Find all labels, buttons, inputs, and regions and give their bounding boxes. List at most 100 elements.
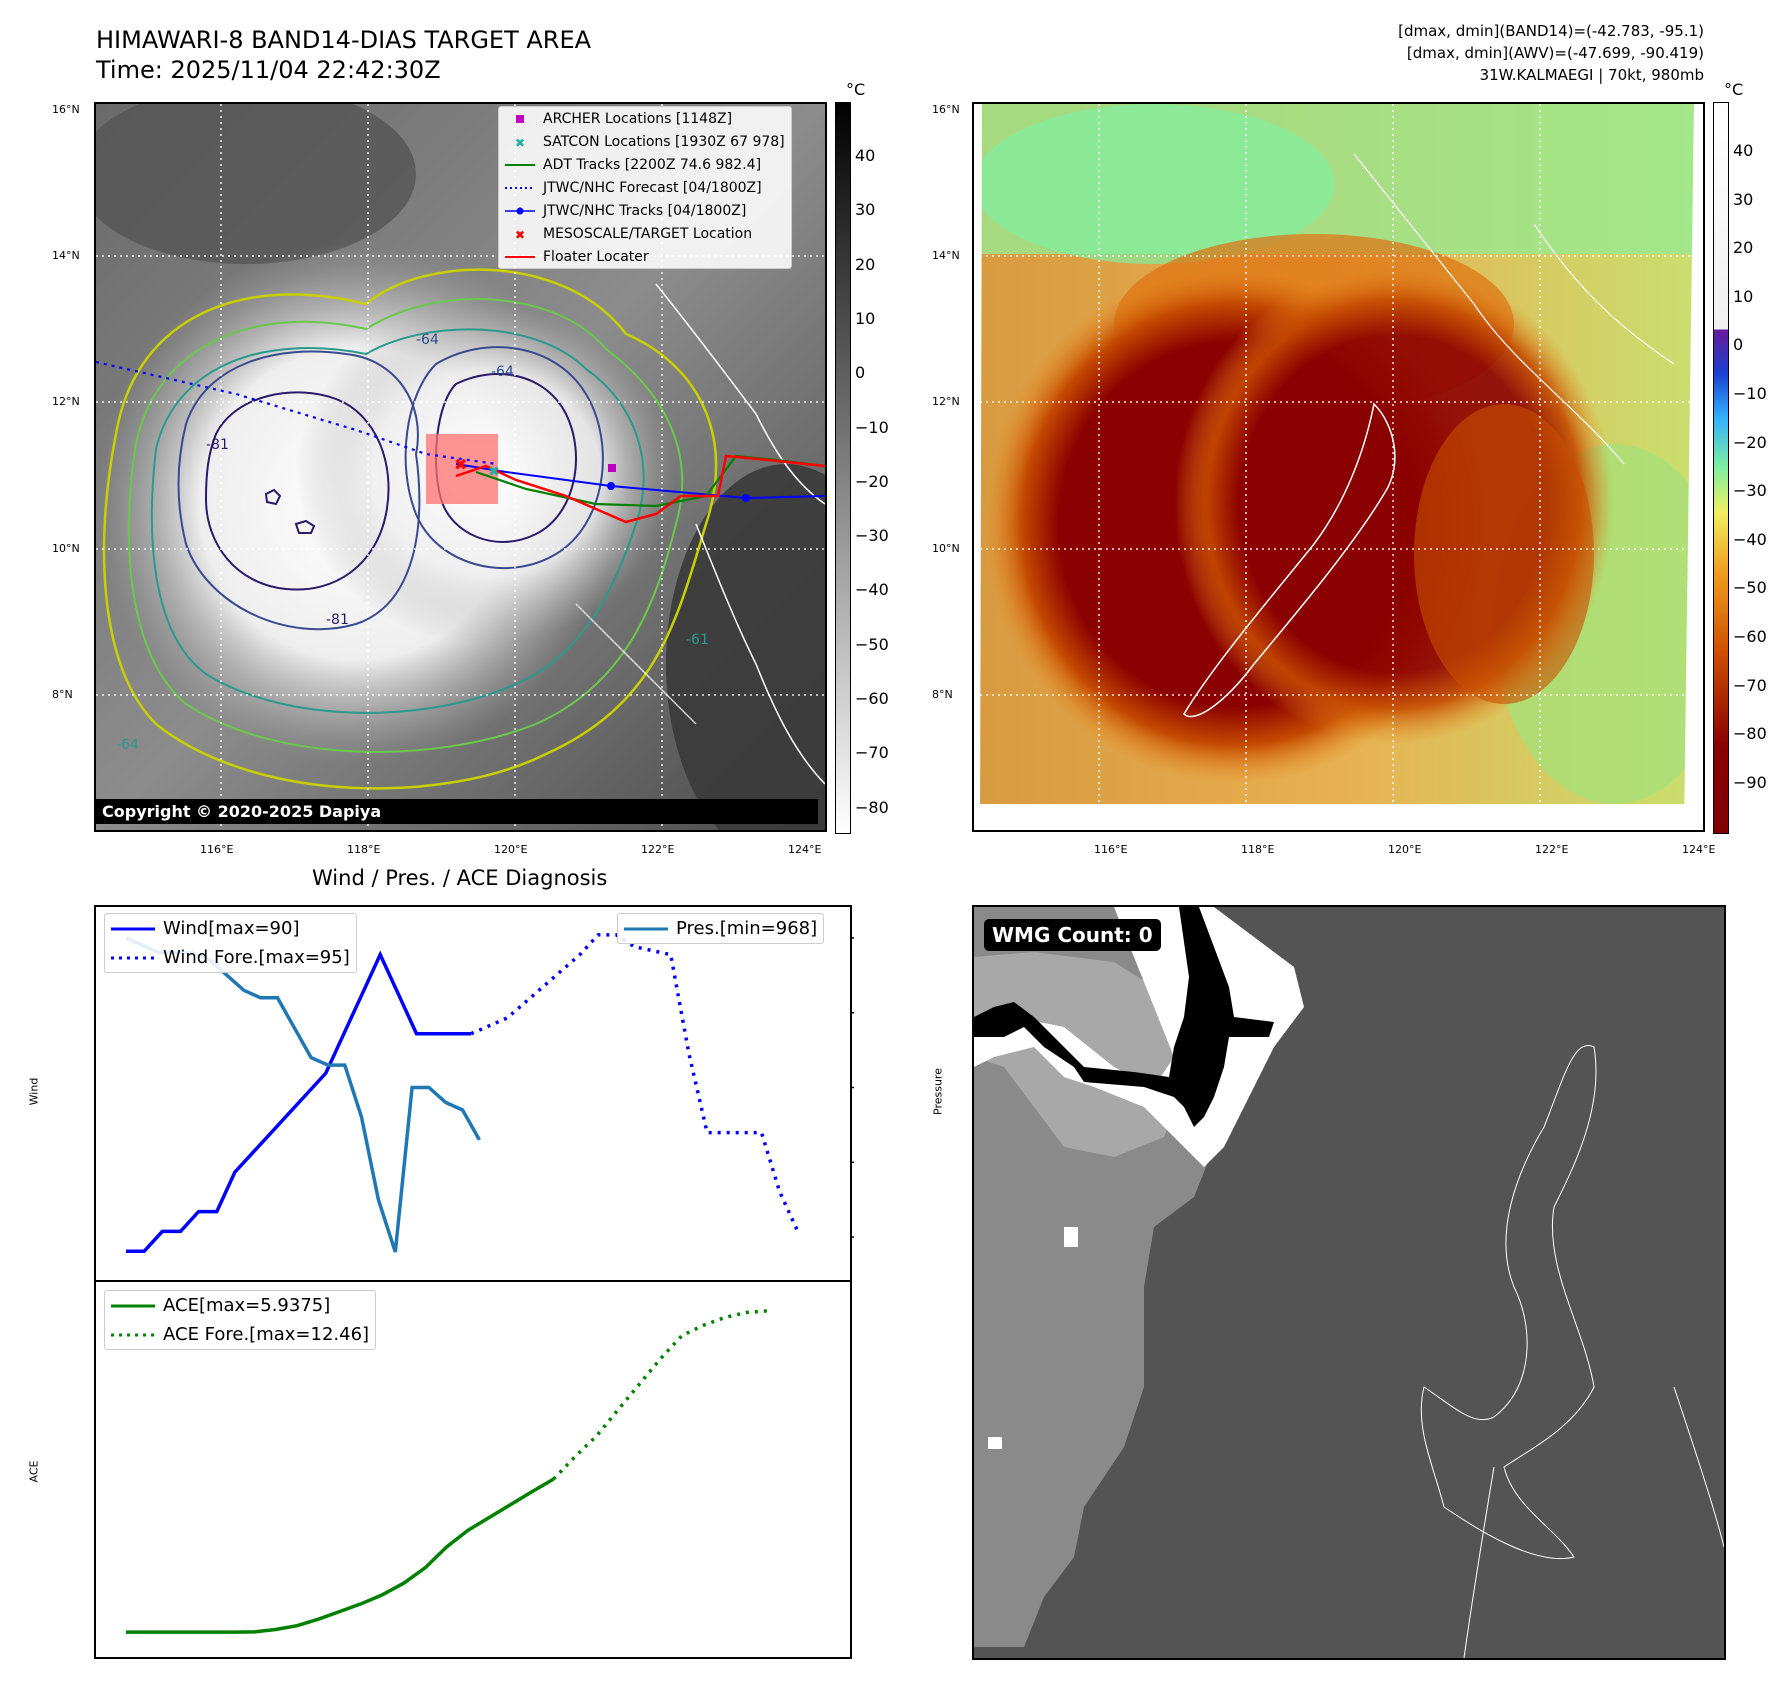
- dmax-dmin-band14: [dmax, dmin](BAND14)=(-42.783, -95.1): [1398, 22, 1704, 40]
- contour-label: -64: [416, 332, 439, 348]
- lon-label: 122°E: [641, 843, 675, 856]
- colorbar-left-unit: °C: [846, 80, 866, 99]
- lat-label: 8°N: [932, 688, 953, 701]
- awv-map-panel: [972, 102, 1705, 832]
- colorbar-left-tick: −80: [855, 797, 889, 817]
- archer-location: [608, 464, 616, 472]
- colorbar-right-tick: −90: [1733, 772, 1767, 792]
- awv-map-image: [974, 104, 1703, 830]
- contour-label: -81: [326, 612, 349, 628]
- legend-floater: Floater Locater: [505, 248, 649, 265]
- map-legend: ARCHER Locations [1148Z] ✖ SATCON Locati…: [498, 106, 792, 269]
- wind-axis-label: Wind: [27, 1077, 41, 1106]
- colorbar-right-tick: −80: [1733, 724, 1767, 744]
- figure-time: Time: 2025/11/04 22:42:30Z: [96, 56, 441, 84]
- colorbar-right-tick: −60: [1733, 627, 1767, 646]
- colorbar-right-tick: −50: [1733, 578, 1767, 598]
- lon-label: 120°E: [1388, 843, 1422, 856]
- ir-map-panel: -64 -81 -64 -64 -81 -61 ✖ ✖ ARCHER Locat…: [94, 102, 827, 832]
- ace-legend: ACE[max=5.9375] ACE Fore.[max=12.46]: [104, 1290, 377, 1350]
- ace-axis-label: ACE: [27, 1460, 41, 1483]
- legend-wind-forecast: Wind Fore.[max=95]: [111, 947, 350, 968]
- svg-text:✖: ✖: [515, 136, 525, 148]
- lon-label: 118°E: [1241, 843, 1275, 856]
- legend-adt: ADT Tracks [2200Z 74.6 982.4]: [505, 156, 762, 173]
- lat-label: 16°N: [932, 103, 960, 116]
- colorbar-left-tick: −30: [855, 526, 889, 546]
- colorbar-left-tick: 30: [855, 200, 876, 220]
- lat-label: 14°N: [52, 249, 80, 262]
- mesoscale-target-location: ✖: [454, 455, 467, 474]
- lon-label: 116°E: [200, 843, 234, 856]
- colorbar-right-tick: −40: [1733, 529, 1767, 549]
- legend-jtwc-tracks: JTWC/NHC Tracks [04/1800Z]: [499, 199, 791, 222]
- colorbar-right-tick: 30: [1733, 189, 1754, 209]
- colorbar-right-tick: 20: [1733, 238, 1754, 258]
- lon-label: 118°E: [347, 843, 381, 856]
- legend-ace: ACE[max=5.9375]: [111, 1295, 331, 1316]
- figure-title: HIMAWARI-8 BAND14-DIAS TARGET AREA: [96, 26, 592, 54]
- floater-locater: [455, 454, 825, 524]
- copyright: Copyright © 2020-2025 Dapiya: [96, 799, 818, 824]
- wmg-count: WMG Count: 0: [984, 919, 1161, 951]
- legend-wind: Wind[max=90]: [111, 918, 300, 939]
- colorbar-left-tick: 10: [855, 308, 876, 328]
- colorbar-left-tick: 40: [855, 146, 876, 165]
- satcon-location: ✖: [488, 464, 500, 480]
- contour-label: -81: [206, 437, 229, 453]
- lon-label: 116°E: [1094, 843, 1128, 856]
- colorbar-right: [1713, 102, 1729, 834]
- legend-mesoscale: ✖ MESOSCALE/TARGET Location: [515, 225, 753, 242]
- series-line-ace: [126, 1477, 555, 1634]
- colorbar-right-tick: −10: [1733, 384, 1767, 403]
- lat-label: 8°N: [52, 688, 73, 701]
- lat-label: 14°N: [932, 249, 960, 262]
- diagnosis-chart: 203040506070809097098099010001010 024681…: [94, 905, 854, 1659]
- colorbar-left-tick: 20: [855, 254, 876, 274]
- lat-label: 12°N: [932, 395, 960, 408]
- legend-archer: ARCHER Locations [1148Z]: [499, 107, 791, 130]
- colorbar-right-unit: °C: [1724, 80, 1744, 99]
- colorbar-left-tick: −70: [855, 743, 889, 763]
- contour-label: -61: [686, 632, 709, 648]
- lat-label: 10°N: [932, 542, 960, 555]
- legend-jtwc-forecast: JTWC/NHC Forecast [04/1800Z]: [505, 179, 762, 196]
- wmg-image: [974, 907, 1724, 1658]
- colorbar-right-tick: −20: [1733, 432, 1767, 452]
- coastline: [1183, 402, 1396, 718]
- colorbar-left-tick: −20: [855, 471, 889, 491]
- colorbar-right-tick: 0: [1733, 335, 1744, 355]
- lon-label: 124°E: [1682, 843, 1716, 856]
- dmax-dmin-awv: [dmax, dmin](AWV)=(-47.699, -90.419): [1406, 44, 1704, 62]
- pressure-legend: Pres.[min=968]: [617, 913, 825, 944]
- legend-satcon: ✖ SATCON Locations [1930Z 67 978]: [515, 133, 785, 150]
- series-line-wind: [126, 950, 471, 1253]
- colorbar-left: [835, 102, 851, 834]
- svg-text:✖: ✖: [515, 228, 525, 240]
- lat-label: 16°N: [52, 103, 80, 116]
- legend-ace-forecast: ACE Fore.[max=12.46]: [111, 1324, 370, 1345]
- contour-label: -64: [116, 737, 139, 753]
- series-line-wind-fore-: [470, 933, 800, 1233]
- legend-pressure: Pres.[min=968]: [624, 918, 818, 939]
- lon-label: 124°E: [788, 843, 822, 856]
- storm-info: 31W.KALMAEGI | 70kt, 980mb: [1479, 66, 1704, 84]
- wmg-panel: WMG Count: 0: [972, 905, 1726, 1660]
- lat-label: 12°N: [52, 395, 80, 408]
- pressure-axis-label: Pressure: [931, 1068, 945, 1115]
- colorbar-right-tick: −70: [1733, 675, 1767, 695]
- lon-label: 120°E: [494, 843, 528, 856]
- colorbar-left-tick: −40: [855, 580, 889, 600]
- colorbar-right-tick: 10: [1733, 286, 1754, 306]
- diagnosis-title: Wind / Pres. / ACE Diagnosis: [312, 866, 608, 890]
- colorbar-left-tick: −10: [855, 417, 889, 437]
- colorbar-left-tick: −50: [855, 634, 889, 654]
- wind-legend: Wind[max=90] Wind Fore.[max=95]: [104, 913, 357, 973]
- lon-label: 122°E: [1535, 843, 1569, 856]
- colorbar-left-tick: −60: [855, 689, 889, 708]
- colorbar-right-tick: 40: [1733, 141, 1754, 160]
- contour-label: -64: [491, 364, 514, 380]
- colorbar-left-tick: 0: [855, 363, 866, 383]
- colorbar-right-tick: −30: [1733, 481, 1767, 501]
- lat-label: 10°N: [52, 542, 80, 555]
